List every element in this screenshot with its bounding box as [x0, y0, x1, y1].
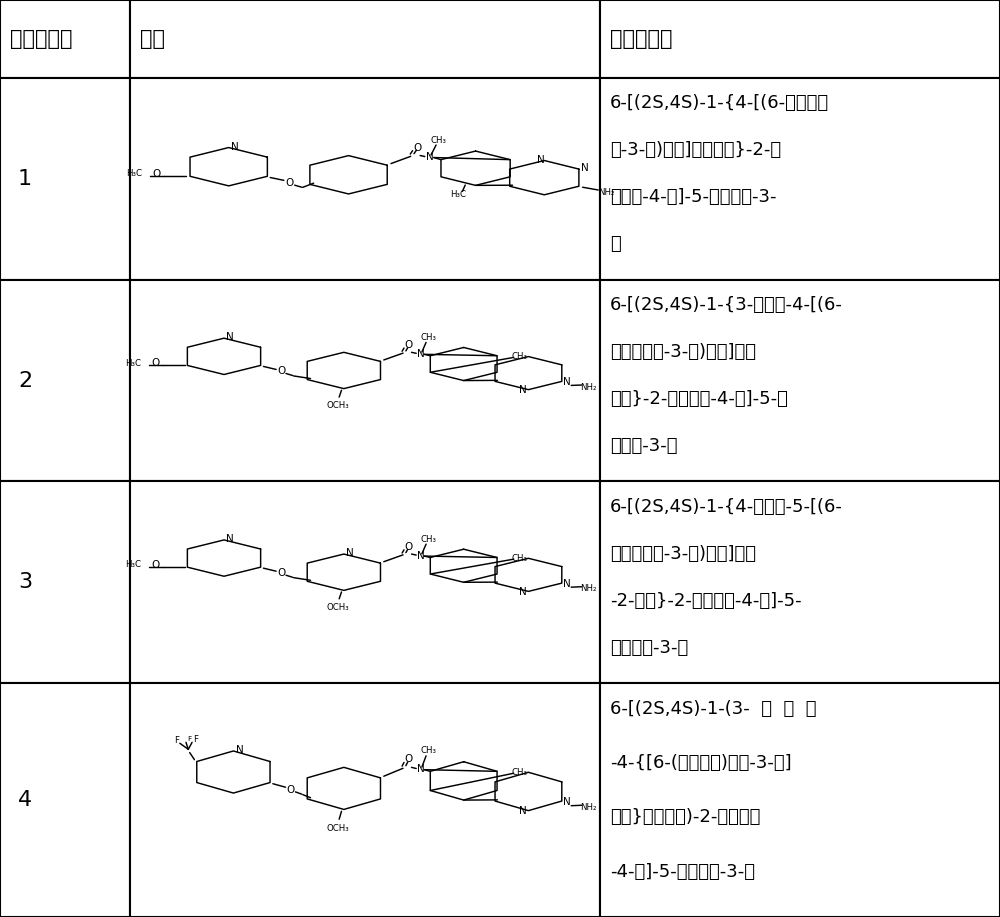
Bar	[130, 280, 600, 481]
Text: 6-[(2S,4S)-1-{4-[(6-甲氧基吡: 6-[(2S,4S)-1-{4-[(6-甲氧基吡	[610, 94, 829, 113]
Text: 4: 4	[18, 790, 32, 810]
Text: 甲氧基吡啶-3-基)氧基]苯甲: 甲氧基吡啶-3-基)氧基]苯甲	[610, 343, 756, 361]
Bar	[0, 0, 130, 78]
Text: 化合物名称: 化合物名称	[610, 29, 672, 49]
Text: -4-基]-5-甲基哒嗪-3-胺: -4-基]-5-甲基哒嗪-3-胺	[610, 863, 755, 881]
Text: 甲氧基吡啶-3-基)氧基]吡啶: 甲氧基吡啶-3-基)氧基]吡啶	[610, 545, 756, 563]
Text: 6-[(2S,4S)-1-{3-甲氧基-4-[(6-: 6-[(2S,4S)-1-{3-甲氧基-4-[(6-	[610, 296, 843, 315]
Text: 胺: 胺	[610, 235, 621, 253]
Text: 化合物编号: 化合物编号	[10, 29, 72, 49]
Text: 1: 1	[18, 169, 32, 189]
Text: 酰基}-2-甲基哌啶-4-基]-5-甲: 酰基}-2-甲基哌啶-4-基]-5-甲	[610, 390, 788, 408]
Text: 6-[(2S,4S)-1-(3-  甲  氧  基: 6-[(2S,4S)-1-(3- 甲 氧 基	[610, 700, 816, 718]
Bar	[0, 481, 130, 683]
Text: 甲基哒嗪-3-胺: 甲基哒嗪-3-胺	[610, 638, 688, 657]
Bar	[600, 78, 1000, 280]
Bar	[600, 481, 1000, 683]
Bar	[0, 683, 130, 917]
Bar	[130, 481, 600, 683]
Bar	[600, 683, 1000, 917]
Text: 3: 3	[18, 572, 32, 592]
Text: 结构: 结构	[140, 29, 165, 49]
Text: -4-{[6-(三氟甲基)吡啶-3-基]: -4-{[6-(三氟甲基)吡啶-3-基]	[610, 754, 792, 772]
Text: 氧基}苯甲酰基)-2-甲基哌啶: 氧基}苯甲酰基)-2-甲基哌啶	[610, 809, 760, 826]
Text: -2-羰基}-2-甲基哌啶-4-基]-5-: -2-羰基}-2-甲基哌啶-4-基]-5-	[610, 591, 802, 610]
Text: 6-[(2S,4S)-1-{4-甲氧基-5-[(6-: 6-[(2S,4S)-1-{4-甲氧基-5-[(6-	[610, 498, 843, 516]
Bar	[600, 0, 1000, 78]
Text: 基哒嗪-3-胺: 基哒嗪-3-胺	[610, 436, 678, 455]
Bar	[600, 280, 1000, 481]
Bar	[130, 683, 600, 917]
Bar	[0, 280, 130, 481]
Bar	[0, 78, 130, 280]
Text: 2: 2	[18, 370, 32, 391]
Bar	[130, 78, 600, 280]
Text: 啶-3-基)氧基]苯甲酰基}-2-甲: 啶-3-基)氧基]苯甲酰基}-2-甲	[610, 141, 781, 160]
Bar	[130, 0, 600, 78]
Text: 基哌啶-4-基]-5-甲基哒嗪-3-: 基哌啶-4-基]-5-甲基哒嗪-3-	[610, 188, 776, 206]
